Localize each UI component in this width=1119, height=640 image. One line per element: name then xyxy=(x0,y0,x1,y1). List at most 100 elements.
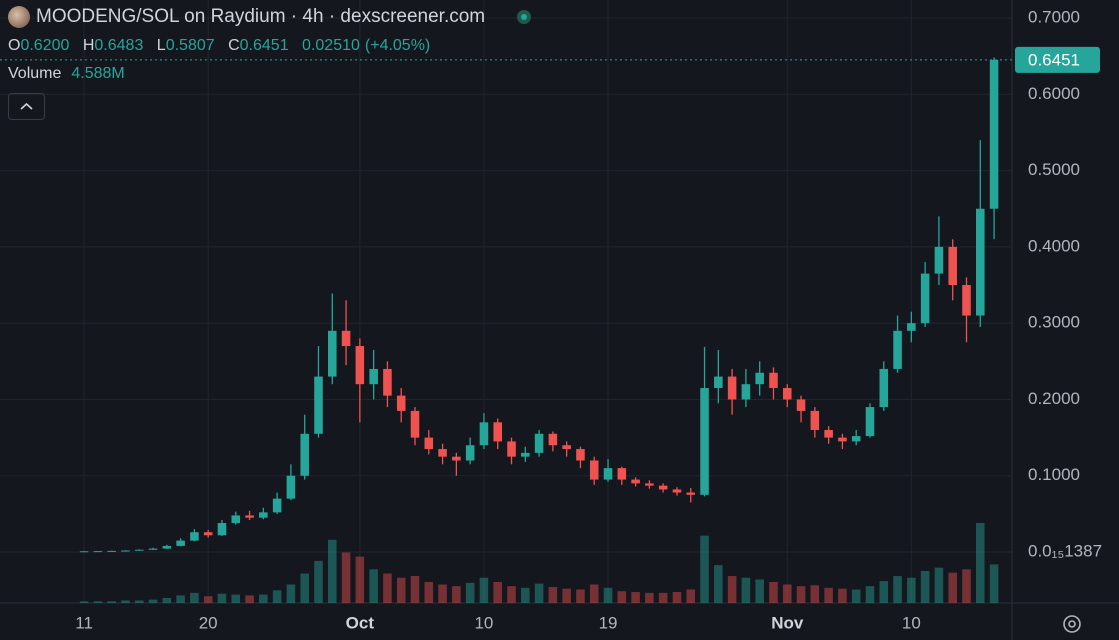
x-tick-label: 20 xyxy=(199,613,218,632)
candle-body xyxy=(203,532,213,536)
candle-body xyxy=(603,468,613,480)
candle-body xyxy=(438,449,447,457)
candle-body xyxy=(259,512,268,518)
volume-bar xyxy=(948,572,957,603)
candle-body xyxy=(741,384,751,400)
last-price-tag xyxy=(1015,46,1100,73)
candle-body xyxy=(479,422,489,446)
volume-bar xyxy=(741,577,751,603)
candle-body xyxy=(162,545,172,549)
volume-value: 4.588M xyxy=(71,65,125,82)
volume-bar xyxy=(176,595,185,603)
volume-bar xyxy=(452,586,461,603)
candle-body xyxy=(231,515,241,524)
readout-value: 0.6451 xyxy=(239,37,289,54)
x-tick-label: 11 xyxy=(75,613,93,632)
candle-body xyxy=(121,550,130,552)
volume-bar xyxy=(920,571,930,603)
candle-body xyxy=(341,330,351,347)
candle-body xyxy=(534,433,544,453)
x-tick-label: Oct xyxy=(346,613,375,632)
candle-body xyxy=(865,407,875,437)
token-avatar xyxy=(8,6,30,28)
volume-bar xyxy=(976,523,985,603)
volume-bar xyxy=(341,552,351,603)
volume-bar xyxy=(259,594,268,603)
volume-bar xyxy=(410,576,420,603)
volume-bar xyxy=(300,573,309,603)
y-tick-label: 0.4000 xyxy=(1028,236,1080,255)
volume-bar xyxy=(465,582,475,603)
candle-body xyxy=(465,445,475,461)
candle-body xyxy=(369,368,378,385)
volume-bar xyxy=(203,596,213,603)
candle-body xyxy=(562,445,571,450)
candle-body xyxy=(700,388,709,495)
volume-bar xyxy=(534,583,544,603)
candle-body xyxy=(727,376,737,400)
volume-bar xyxy=(521,587,530,603)
volume-bar xyxy=(893,576,902,603)
candle-body xyxy=(217,523,227,536)
volume-bar xyxy=(328,539,337,603)
readout-label: O xyxy=(8,37,21,54)
volume-bar xyxy=(727,576,737,603)
candle-body xyxy=(424,437,434,450)
candle-body xyxy=(755,372,764,385)
volume-bar xyxy=(907,577,916,603)
volume-bar xyxy=(507,586,516,603)
candle-body xyxy=(190,532,199,541)
candle-body xyxy=(824,429,833,438)
volume-bar xyxy=(645,592,654,603)
collapse-icon xyxy=(20,102,33,110)
volume-bar xyxy=(810,585,820,603)
volume-bar xyxy=(700,535,709,603)
volume-bar xyxy=(589,584,599,603)
volume-bar xyxy=(686,589,696,603)
candle-body xyxy=(328,330,337,377)
candle-body xyxy=(286,475,296,499)
y-tick-label: 0.6000 xyxy=(1028,84,1080,103)
collapse-button[interactable] xyxy=(8,93,45,120)
candle-body xyxy=(452,456,461,461)
candle-body xyxy=(396,395,406,411)
x-tick-label: 19 xyxy=(599,613,618,632)
candle-body xyxy=(989,59,999,209)
candle-body xyxy=(355,346,365,385)
volume-bar xyxy=(314,560,323,603)
volume-bar xyxy=(190,592,199,603)
last-price-label: 0.6451 xyxy=(1028,50,1080,69)
chart-title: MOODENG/SOL on Raydium · 4h · dexscreene… xyxy=(36,6,486,27)
x-tick-label: 10 xyxy=(902,613,921,632)
ohlc-readout: O0.6200 H0.6483 L0.5807 C0.6451 0.02510(… xyxy=(8,37,439,55)
readout-value: 0.6200 xyxy=(20,37,70,54)
header-title-row: MOODENG/SOL on Raydium · 4h · dexscreene… xyxy=(8,6,532,28)
candle-body xyxy=(672,489,682,493)
volume-bar xyxy=(838,588,847,603)
volume-bar xyxy=(769,581,778,603)
y-tick-label: 0.0₁₅1387 xyxy=(1028,542,1102,561)
settings-ring xyxy=(1063,615,1081,633)
candle-body xyxy=(962,285,971,316)
candle-body xyxy=(796,399,806,411)
readout-label: C xyxy=(228,37,240,54)
volume-bar xyxy=(989,564,999,603)
volume-bar xyxy=(383,573,392,603)
candle-body xyxy=(148,548,158,550)
volume-bar xyxy=(576,589,585,603)
candle-body xyxy=(300,433,309,476)
candle-body xyxy=(934,246,944,274)
candle-body xyxy=(507,441,516,457)
y-tick-label: 0.2000 xyxy=(1028,389,1080,408)
settings-icon[interactable] xyxy=(1063,615,1081,633)
candle-body xyxy=(920,273,930,324)
candle-body xyxy=(948,246,957,286)
candle-body xyxy=(631,479,640,484)
volume-bar xyxy=(617,591,627,603)
volume-bar xyxy=(755,579,764,603)
candle-body xyxy=(272,498,282,513)
volume-readout: Volume 4.588M xyxy=(8,65,134,83)
volume-bar xyxy=(672,592,682,603)
volume-bar xyxy=(865,586,875,603)
volume-bar xyxy=(272,590,282,603)
